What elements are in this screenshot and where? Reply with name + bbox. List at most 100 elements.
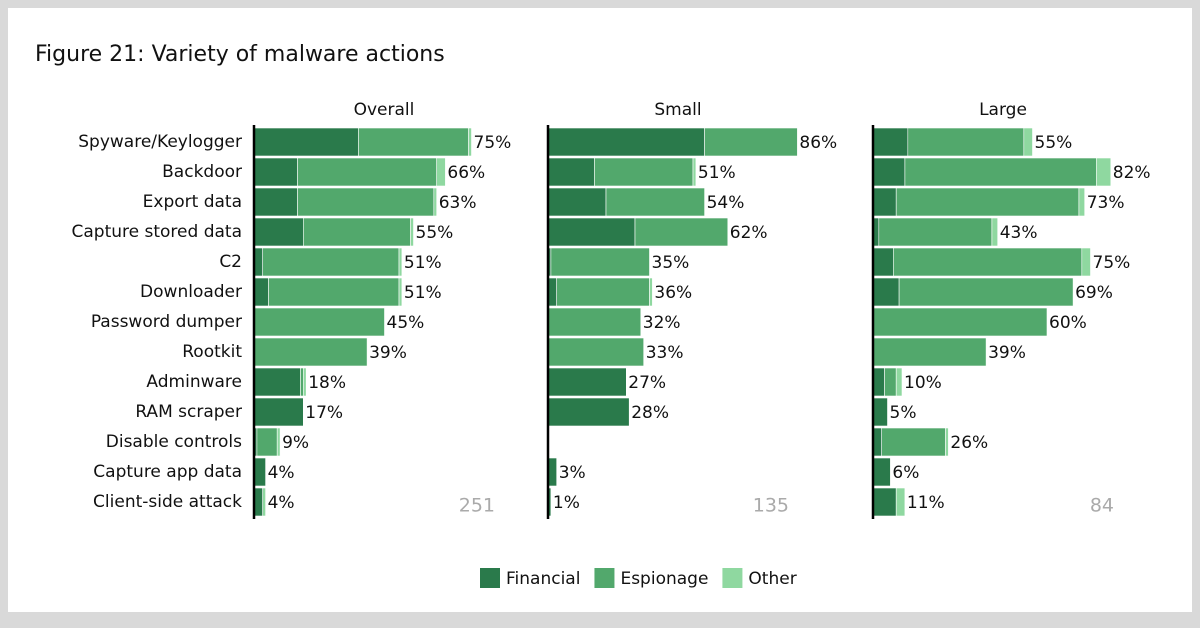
bar-segment	[398, 247, 403, 277]
total-label: 5%	[890, 403, 917, 423]
bar-segment	[547, 397, 630, 427]
bar-segment	[881, 427, 946, 457]
bar-segment	[991, 217, 999, 247]
bar-segment	[256, 427, 278, 457]
sample-size: 135	[753, 495, 789, 517]
total-label: 51%	[404, 253, 442, 273]
bar-segment	[276, 427, 281, 457]
bar-segment	[302, 367, 307, 397]
bar-segment	[605, 187, 705, 217]
bar-segment	[704, 127, 798, 157]
bar-segment	[268, 277, 400, 307]
bar-segment	[468, 127, 472, 157]
total-label: 1%	[553, 493, 580, 513]
bar-segment	[872, 187, 897, 217]
total-label: 55%	[1035, 133, 1073, 153]
category-label: Backdoor	[162, 162, 242, 182]
category-label: Capture app data	[93, 462, 242, 482]
bar-segment	[634, 217, 729, 247]
bar-segment	[253, 487, 263, 517]
category-label: Export data	[143, 192, 242, 212]
total-label: 75%	[474, 133, 512, 153]
bar-segment	[895, 487, 906, 517]
legend-swatch	[722, 568, 743, 588]
legend-swatch	[594, 568, 615, 588]
category-label: Disable controls	[106, 432, 242, 452]
bar-segment	[547, 217, 636, 247]
total-label: 39%	[988, 343, 1026, 363]
bar-segment	[433, 187, 437, 217]
total-label: 63%	[439, 193, 477, 213]
bar-segment	[547, 337, 644, 367]
category-label: C2	[219, 252, 242, 272]
bar-segment	[556, 277, 650, 307]
bar-segment	[297, 157, 437, 187]
bar-segment	[253, 307, 385, 337]
bar-segment	[872, 367, 885, 397]
total-label: 54%	[707, 193, 745, 213]
bar-segment	[907, 127, 1025, 157]
bar-segment	[253, 157, 298, 187]
bar-segment	[253, 367, 301, 397]
bar-segment	[262, 487, 266, 517]
category-label: Rootkit	[182, 342, 242, 362]
chart-title: Figure 21: Variety of malware actions	[35, 42, 445, 67]
total-label: 75%	[1093, 253, 1131, 273]
total-label: 62%	[730, 223, 768, 243]
total-label: 69%	[1075, 283, 1113, 303]
total-label: 39%	[369, 343, 407, 363]
sample-size: 251	[459, 495, 495, 517]
bar-segment	[547, 307, 642, 337]
category-label: Adminware	[146, 372, 242, 392]
legend-label: Financial	[506, 569, 580, 589]
bar-segment	[547, 157, 595, 187]
total-label: 73%	[1087, 193, 1125, 213]
bar-segment	[884, 367, 897, 397]
total-label: 35%	[652, 253, 690, 273]
bar-segment	[262, 247, 400, 277]
bar-segment	[898, 277, 1074, 307]
bar-segment	[550, 247, 650, 277]
total-label: 51%	[698, 163, 736, 183]
bar-segment	[547, 277, 557, 307]
panel-title: Large	[979, 100, 1027, 120]
category-label: Spyware/Keylogger	[78, 132, 242, 152]
category-label: Password dumper	[91, 312, 242, 332]
bar-segment	[945, 427, 949, 457]
bar-segment	[649, 277, 653, 307]
bar-segment	[892, 247, 1083, 277]
total-label: 6%	[892, 463, 919, 483]
bar-segment	[300, 367, 304, 397]
bar-segment	[547, 457, 557, 487]
total-label: 36%	[654, 283, 692, 303]
bar-segment	[253, 277, 269, 307]
bar-segment	[594, 157, 694, 187]
bar-segment	[410, 217, 414, 247]
bar-segment	[692, 157, 697, 187]
legend-label: Other	[748, 569, 796, 589]
total-label: 27%	[628, 373, 666, 393]
bar-segment	[253, 247, 263, 277]
bar-segment	[547, 367, 627, 397]
bar-segment	[547, 187, 607, 217]
total-label: 55%	[416, 223, 454, 243]
total-label: 66%	[447, 163, 485, 183]
total-label: 60%	[1049, 313, 1087, 333]
bar-segment	[872, 277, 900, 307]
bar-segment	[872, 337, 987, 367]
total-label: 9%	[282, 433, 309, 453]
legend-label: Espionage	[620, 569, 708, 589]
bar-segment	[297, 187, 435, 217]
bar-segment	[398, 277, 403, 307]
bar-segment	[872, 427, 882, 457]
total-label: 28%	[631, 403, 669, 423]
total-label: 10%	[904, 373, 942, 393]
total-label: 26%	[950, 433, 988, 453]
total-label: 11%	[907, 493, 945, 513]
bar-segment	[302, 217, 411, 247]
sample-size: 84	[1090, 495, 1114, 517]
total-label: 43%	[1000, 223, 1038, 243]
total-label: 18%	[308, 373, 346, 393]
bar-segment	[436, 157, 446, 187]
